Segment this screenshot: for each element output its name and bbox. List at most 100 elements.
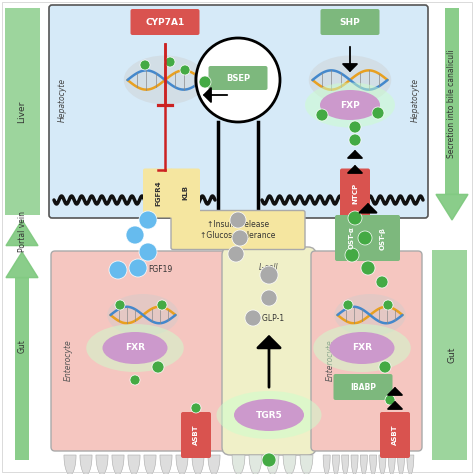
Polygon shape — [112, 455, 124, 474]
Polygon shape — [388, 455, 395, 474]
Ellipse shape — [320, 90, 380, 120]
Circle shape — [196, 38, 280, 122]
Circle shape — [115, 300, 125, 310]
Text: BSEP: BSEP — [226, 73, 250, 82]
Circle shape — [232, 230, 248, 246]
Ellipse shape — [102, 332, 167, 364]
Circle shape — [261, 290, 277, 306]
FancyBboxPatch shape — [222, 247, 316, 455]
Circle shape — [345, 248, 359, 262]
Polygon shape — [407, 455, 414, 474]
Text: FGF19: FGF19 — [148, 265, 172, 274]
Circle shape — [139, 211, 157, 229]
Circle shape — [349, 121, 361, 133]
Ellipse shape — [86, 324, 184, 372]
FancyBboxPatch shape — [209, 66, 267, 90]
Bar — [445, 8, 459, 194]
Circle shape — [165, 57, 175, 67]
Circle shape — [376, 276, 388, 288]
Text: Portal vein: Portal vein — [18, 211, 27, 252]
Polygon shape — [6, 252, 38, 278]
Text: ASBT: ASBT — [193, 425, 199, 445]
Bar — [15, 245, 29, 246]
FancyBboxPatch shape — [51, 251, 229, 451]
Text: FXP: FXP — [340, 100, 360, 109]
Circle shape — [199, 76, 211, 88]
Ellipse shape — [329, 332, 394, 364]
Ellipse shape — [217, 391, 321, 439]
Text: FXR: FXR — [125, 344, 145, 353]
Ellipse shape — [309, 55, 391, 104]
Polygon shape — [351, 455, 358, 474]
Circle shape — [109, 261, 127, 279]
Circle shape — [343, 300, 353, 310]
Polygon shape — [332, 455, 339, 474]
Ellipse shape — [234, 399, 304, 431]
Circle shape — [358, 231, 372, 245]
Polygon shape — [232, 455, 245, 474]
Polygon shape — [96, 455, 108, 474]
Circle shape — [140, 60, 150, 70]
Polygon shape — [192, 455, 204, 474]
Text: Enterocyte: Enterocyte — [64, 339, 73, 381]
Bar — [15, 278, 29, 460]
Circle shape — [228, 246, 244, 262]
Text: Enterocyte: Enterocyte — [326, 339, 335, 381]
Circle shape — [157, 300, 167, 310]
Text: NTCP: NTCP — [352, 182, 358, 203]
Text: ASBT: ASBT — [392, 425, 398, 445]
Text: OST-α: OST-α — [349, 227, 355, 249]
Circle shape — [139, 243, 157, 261]
Polygon shape — [208, 455, 220, 474]
Text: L-cell: L-cell — [259, 263, 279, 272]
Text: Hepatocyte: Hepatocyte — [57, 78, 66, 122]
Circle shape — [383, 300, 393, 310]
Circle shape — [245, 310, 261, 326]
FancyBboxPatch shape — [143, 168, 173, 218]
Circle shape — [129, 259, 147, 277]
FancyBboxPatch shape — [366, 215, 400, 261]
Text: IBABP: IBABP — [350, 383, 376, 392]
Ellipse shape — [124, 55, 206, 104]
Polygon shape — [6, 220, 38, 246]
Ellipse shape — [305, 82, 395, 128]
Text: SHP: SHP — [340, 18, 360, 27]
FancyBboxPatch shape — [334, 374, 392, 400]
Circle shape — [260, 266, 278, 284]
FancyBboxPatch shape — [320, 9, 380, 35]
FancyBboxPatch shape — [432, 250, 467, 460]
FancyBboxPatch shape — [335, 215, 369, 261]
Polygon shape — [80, 455, 92, 474]
Text: KLB: KLB — [182, 185, 188, 201]
Polygon shape — [128, 455, 140, 474]
FancyBboxPatch shape — [311, 251, 422, 451]
Polygon shape — [300, 455, 313, 474]
Text: FXR: FXR — [352, 344, 372, 353]
Polygon shape — [160, 455, 172, 474]
Text: OST-β: OST-β — [380, 227, 386, 249]
Text: ● GLP-1: ● GLP-1 — [254, 313, 284, 322]
FancyBboxPatch shape — [340, 168, 370, 218]
Text: Gut: Gut — [447, 347, 456, 363]
Circle shape — [130, 375, 140, 385]
Text: Gut: Gut — [18, 338, 27, 353]
FancyBboxPatch shape — [5, 8, 40, 215]
Circle shape — [152, 361, 164, 373]
Polygon shape — [379, 455, 386, 474]
Polygon shape — [323, 455, 330, 474]
Polygon shape — [249, 455, 262, 474]
Ellipse shape — [107, 294, 179, 336]
Polygon shape — [283, 455, 296, 474]
Circle shape — [262, 453, 276, 467]
FancyBboxPatch shape — [181, 412, 211, 458]
Circle shape — [361, 261, 375, 275]
Polygon shape — [176, 455, 188, 474]
Polygon shape — [370, 455, 377, 474]
Circle shape — [349, 134, 361, 146]
Polygon shape — [342, 455, 349, 474]
Circle shape — [316, 109, 328, 121]
Circle shape — [180, 65, 190, 75]
Polygon shape — [436, 194, 468, 220]
Circle shape — [385, 395, 395, 405]
Circle shape — [372, 107, 384, 119]
